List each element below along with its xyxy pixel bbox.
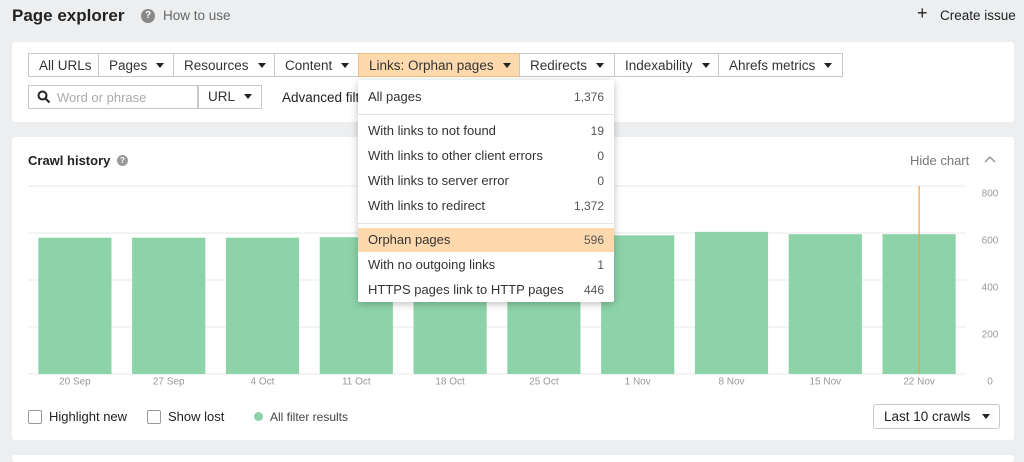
- menu-item[interactable]: Orphan pages 596: [358, 228, 614, 252]
- search-box[interactable]: Word or phrase: [28, 85, 198, 109]
- search-icon: [37, 90, 51, 104]
- help-link[interactable]: How to use: [163, 8, 231, 23]
- bar: [132, 237, 206, 374]
- x-tick-label: 4 Oct: [251, 377, 275, 388]
- y-tick-label: 0: [987, 377, 993, 388]
- item-count: 1,376: [573, 90, 604, 104]
- separator: [358, 223, 614, 224]
- caret: [596, 63, 605, 68]
- y-tick-label: 800: [982, 189, 999, 200]
- item-label: All pages: [368, 89, 422, 104]
- help-icon[interactable]: ?: [117, 155, 128, 166]
- advanced-filter[interactable]: Advanced filter: [282, 90, 372, 105]
- next-card: [12, 455, 1014, 462]
- tab-label: Content: [285, 58, 333, 73]
- x-tick-label: 18 Oct: [435, 377, 465, 388]
- chevron-up: [984, 155, 996, 163]
- card-title: Crawl history: [28, 153, 111, 168]
- x-tick-label: 27 Sep: [153, 377, 185, 388]
- create-issue[interactable]: Create issue: [940, 8, 1016, 23]
- caret: [502, 63, 511, 68]
- item-count: 19: [590, 124, 604, 138]
- y-tick-label: 400: [982, 283, 999, 294]
- menu-item[interactable]: With no outgoing links 1: [358, 253, 614, 277]
- tab-label: Redirects: [530, 58, 588, 73]
- tab-label: Links: Orphan pages: [369, 58, 494, 73]
- bar: [788, 234, 862, 374]
- tab-label: Resources: [184, 58, 249, 73]
- caret: [341, 63, 350, 68]
- tab-label: Pages: [109, 58, 148, 73]
- filter-tab[interactable]: Content: [274, 53, 359, 77]
- menu-item[interactable]: With links to redirect 1,372: [358, 194, 614, 218]
- tab-label: Ahrefs metrics: [729, 58, 816, 73]
- menu-item[interactable]: With links to server error 0: [358, 169, 614, 193]
- menu-item[interactable]: With links to other client errors 0: [358, 144, 614, 168]
- filter-tab[interactable]: Redirects: [519, 53, 615, 77]
- item-label: With no outgoing links: [368, 257, 496, 272]
- caret: [257, 63, 266, 68]
- filter-tab[interactable]: Pages: [98, 53, 174, 77]
- page-title: Page explorer: [12, 6, 125, 25]
- menu-item[interactable]: All pages 1,376: [358, 85, 614, 109]
- scope-select[interactable]: URL: [198, 85, 262, 109]
- help-icon[interactable]: ?: [141, 9, 155, 23]
- item-label: With links to server error: [368, 173, 509, 188]
- bar: [694, 231, 769, 374]
- plus-icon[interactable]: +: [917, 3, 928, 23]
- item-label: Orphan pages: [368, 232, 451, 247]
- show-lost[interactable]: Show lost: [168, 409, 225, 424]
- caret: [156, 63, 165, 68]
- item-count: 0: [597, 174, 604, 188]
- search-placeholder: Word or phrase: [57, 90, 147, 105]
- caret: [824, 63, 833, 68]
- highlight-new[interactable]: Highlight new: [49, 409, 128, 424]
- item-label: With links to redirect: [368, 198, 486, 213]
- bar: [225, 237, 300, 374]
- filter-tab[interactable]: Resources: [173, 53, 275, 77]
- filter-tab[interactable]: Indexability: [614, 53, 719, 77]
- y-tick-label: 600: [982, 236, 999, 247]
- menu-item[interactable]: With links to not found 19: [358, 119, 614, 143]
- separator: [358, 114, 614, 115]
- hide-chart[interactable]: Hide chart: [910, 153, 970, 168]
- range-select[interactable]: Last 10 crawls: [873, 404, 1000, 429]
- x-tick-label: 25 Oct: [529, 377, 559, 388]
- item-label: HTTPS pages link to HTTP pages: [368, 282, 564, 297]
- tab-label: Indexability: [625, 58, 693, 73]
- item-count: 0: [597, 149, 604, 163]
- x-tick-label: 11 Oct: [342, 377, 371, 388]
- x-tick-label: 8 Nov: [718, 377, 744, 388]
- x-tick-label: 20 Sep: [59, 377, 91, 388]
- item-label: With links to not found: [368, 123, 496, 138]
- caret: [701, 63, 710, 68]
- scope-label: URL: [208, 89, 236, 104]
- item-count: 446: [583, 283, 604, 297]
- x-tick-label: 22 Nov: [903, 377, 935, 388]
- legend-swatch: [254, 412, 263, 421]
- range-label: Last 10 crawls: [884, 409, 971, 424]
- x-tick-label: 1 Nov: [625, 377, 651, 388]
- checkbox[interactable]: [147, 410, 161, 424]
- dropdown-menu: All pages 1,376 With links to not found 19 W…: [358, 80, 614, 302]
- tab-label: All URLs: [39, 58, 92, 73]
- menu-item[interactable]: HTTPS pages link to HTTP pages 446: [358, 278, 614, 302]
- filter-tab[interactable]: Ahrefs metrics: [718, 53, 843, 77]
- item-count: 596: [583, 233, 604, 247]
- x-tick-label: 15 Nov: [809, 377, 841, 388]
- checkbox[interactable]: [28, 410, 42, 424]
- y-tick-label: 200: [982, 330, 999, 341]
- item-count: 1,372: [573, 199, 604, 213]
- bar: [38, 237, 112, 374]
- item-count: 1: [597, 258, 604, 272]
- item-label: With links to other client errors: [368, 148, 543, 163]
- legend-label: All filter results: [270, 410, 349, 424]
